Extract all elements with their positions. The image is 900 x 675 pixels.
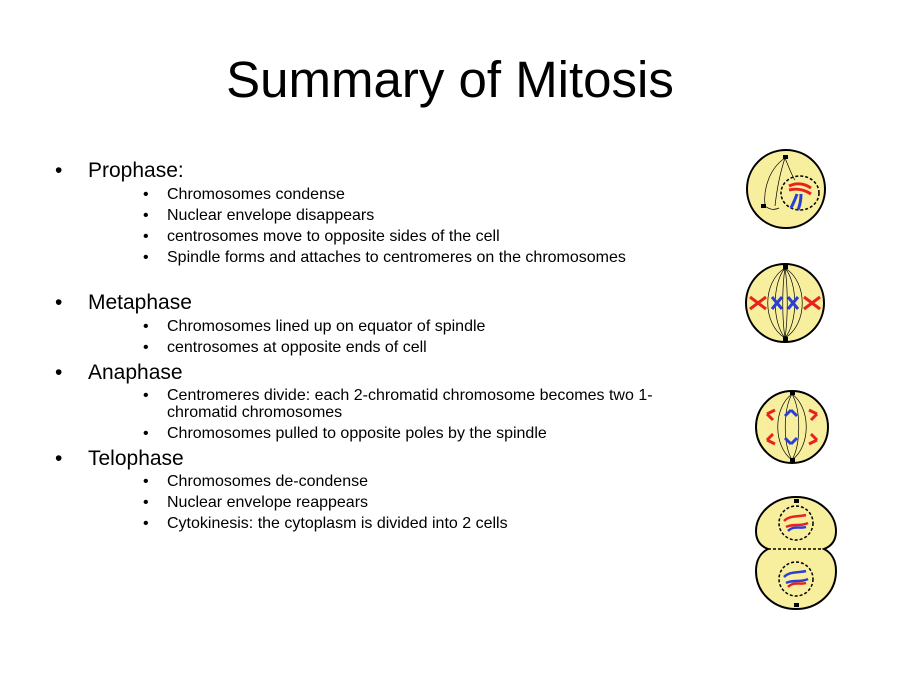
- prophase-point: Spindle forms and attaches to centromere…: [167, 249, 626, 266]
- section-telophase: Telophase: [88, 447, 184, 470]
- centrosome-icon: [783, 155, 788, 159]
- prophase-point: centrosomes move to opposite sides of th…: [167, 228, 500, 245]
- centrosome-icon: [783, 265, 788, 269]
- sub-bullet: •: [143, 515, 149, 532]
- centrosome-icon: [783, 337, 788, 341]
- section-bullet: •: [55, 291, 63, 314]
- prophase-cell-illustration: [746, 149, 826, 229]
- sub-bullet: •: [143, 207, 149, 224]
- centrosome-icon: [761, 204, 766, 208]
- section-bullet: •: [55, 361, 63, 384]
- section-bullet: •: [55, 159, 63, 182]
- telophase-cells-illustration: [754, 495, 838, 611]
- prophase-point: Chromosomes condense: [167, 186, 345, 203]
- sub-bullet: •: [143, 318, 149, 335]
- metaphase-point: Chromosomes lined up on equator of spind…: [167, 318, 486, 335]
- sub-bullet: •: [143, 494, 149, 511]
- sub-bullet: •: [143, 387, 149, 404]
- sub-bullet: •: [143, 425, 149, 442]
- anaphase-point: Centromeres divide: each 2-chromatid chr…: [167, 387, 653, 421]
- section-bullet: •: [55, 447, 63, 470]
- metaphase-point: centrosomes at opposite ends of cell: [167, 339, 427, 356]
- centrosome-icon: [794, 499, 799, 503]
- sub-bullet: •: [143, 249, 149, 266]
- centrosome-icon: [790, 391, 795, 395]
- anaphase-cell-illustration: [755, 390, 829, 464]
- section-metaphase: Metaphase: [88, 291, 192, 314]
- sub-bullet: •: [143, 473, 149, 490]
- telophase-point: Cytokinesis: the cytoplasm is divided in…: [167, 515, 508, 532]
- anaphase-point: Chromosomes pulled to opposite poles by …: [167, 425, 547, 442]
- sub-bullet: •: [143, 228, 149, 245]
- metaphase-cell-illustration: [745, 263, 825, 343]
- prophase-point: Nuclear envelope disappears: [167, 207, 375, 224]
- section-anaphase: Anaphase: [88, 361, 183, 384]
- telophase-point: Chromosomes de-condense: [167, 473, 368, 490]
- centrosome-icon: [794, 603, 799, 607]
- sub-bullet: •: [143, 186, 149, 203]
- section-prophase: Prophase:: [88, 159, 184, 182]
- sub-bullet: •: [143, 339, 149, 356]
- telophase-point: Nuclear envelope reappears: [167, 494, 369, 511]
- centrosome-icon: [790, 458, 795, 462]
- slide-title: Summary of Mitosis: [226, 51, 674, 108]
